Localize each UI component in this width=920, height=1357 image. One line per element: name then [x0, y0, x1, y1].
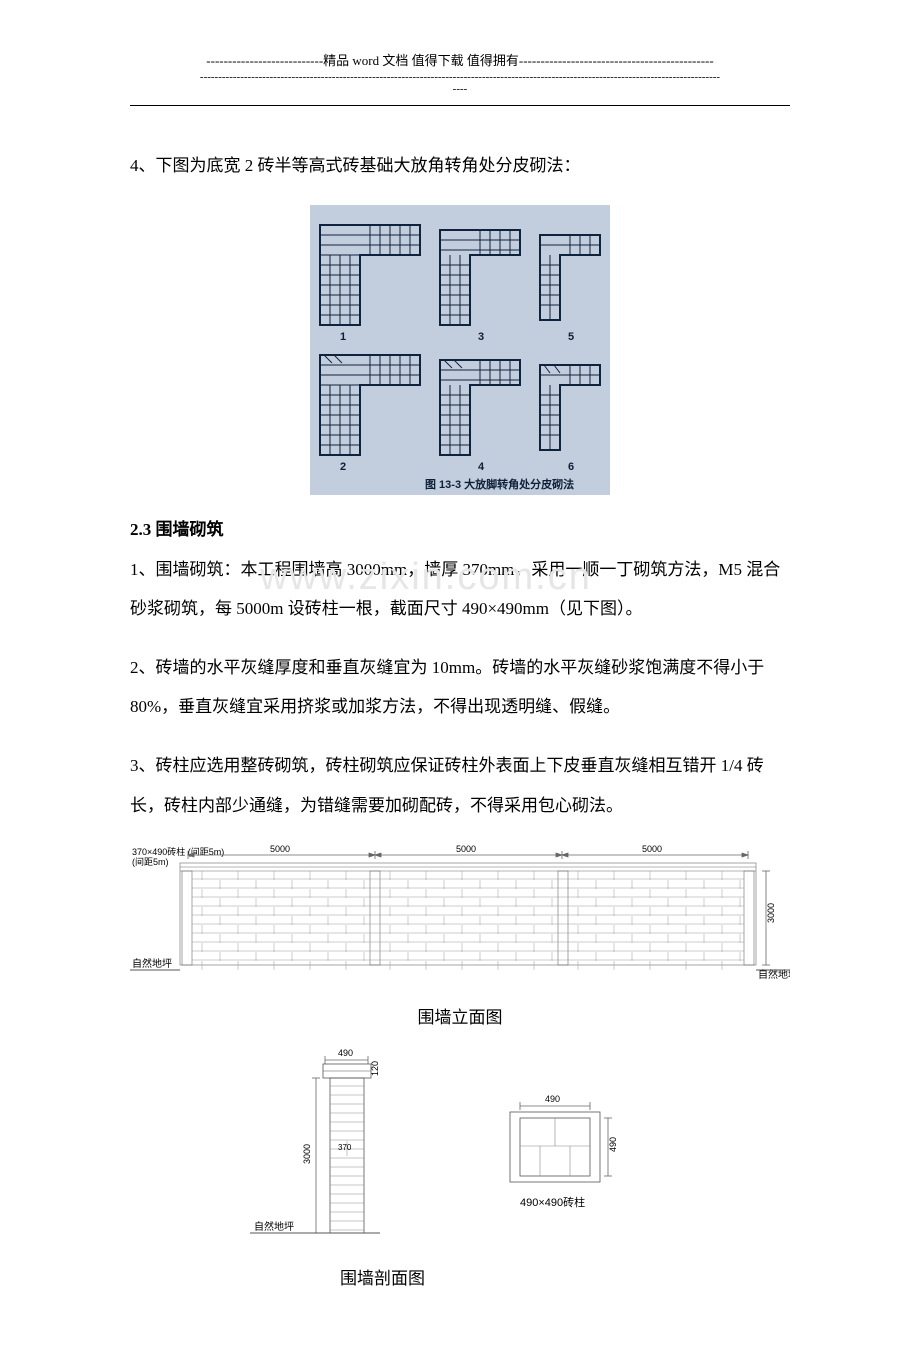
header-dashes2: ----------------------------------------… — [130, 71, 790, 83]
para-wall-3: 3、砖柱应选用整砖砌筑，砖柱砌筑应保证砖柱外表面上下皮垂直灰缝相互错开 1/4 … — [130, 746, 790, 824]
wall-elevation-figure: 370×490砖柱 (间距5m) (间距5m) 5000 5000 5000 — [130, 845, 790, 985]
svg-text:2: 2 — [340, 461, 346, 473]
span-1: 5000 — [270, 845, 290, 854]
plan-h: 490 — [608, 1137, 618, 1152]
sec-120: 120 — [370, 1061, 380, 1076]
wall-section-figure: 490 120 370 — [130, 1046, 790, 1246]
sec-370: 370 — [338, 1143, 352, 1152]
plan-label: 490×490砖柱 — [520, 1195, 585, 1209]
plan-w: 490 — [545, 1094, 560, 1104]
header-dashes3: ---- — [130, 83, 790, 95]
svg-text:5: 5 — [568, 331, 574, 343]
fig13-3-caption: 图 13-3 大放脚转角处分皮砌法 — [425, 477, 574, 491]
header-suffix: ----------------------------------------… — [519, 53, 714, 68]
span-3: 5000 — [642, 845, 662, 854]
svg-text:(间距5m): (间距5m) — [132, 856, 169, 867]
section-2-3-heading: 2.3 围墙砌筑 — [130, 515, 790, 540]
sec-ground: 自然地坪 — [254, 1220, 294, 1233]
svg-text:3: 3 — [478, 331, 484, 343]
elev-height: 3000 — [766, 903, 776, 923]
elevation-caption: 围墙立面图 — [130, 1003, 790, 1028]
svg-text:1: 1 — [340, 331, 346, 343]
header-text: 精品 word 文档 值得下载 值得拥有 — [323, 53, 519, 68]
figure-13-3: 1 3 5 2 4 6 图 13-3 大放脚转角处分皮砌法 — [130, 205, 790, 495]
para-4: 4、下图为底宽 2 砖半等高式砖基础大放角转角处分皮砌法： — [130, 146, 790, 185]
para-wall-1: 1、围墙砌筑：本工程围墙高 3000mm，墙厚 370mm，采用一顺一丁砌筑方法… — [130, 550, 790, 628]
section-caption: 围墙剖面图 — [130, 1264, 790, 1289]
header-prefix: --------------------------- — [206, 53, 323, 68]
para-wall-2: 2、砖墙的水平灰缝厚度和垂直灰缝宜为 10mm。砖墙的水平灰缝砂浆饱满度不得小于… — [130, 648, 790, 726]
span-2: 5000 — [456, 845, 476, 854]
page-header: ---------------------------精品 word 文档 值得… — [130, 50, 790, 95]
ground-left: 自然地坪 — [132, 957, 172, 970]
sec-3000: 3000 — [302, 1144, 312, 1164]
svg-text:4: 4 — [478, 461, 485, 473]
svg-text:6: 6 — [568, 461, 574, 473]
sec-top-dim: 490 — [338, 1048, 353, 1058]
header-rule — [130, 105, 790, 106]
